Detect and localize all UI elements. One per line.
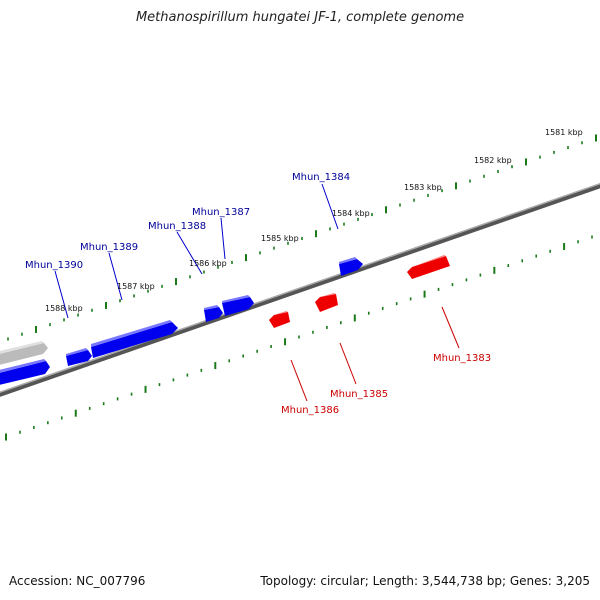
kbp-label-1587: 1587 kbp (117, 282, 155, 291)
gene-mhun-1386[interactable] (269, 311, 290, 328)
leader-mhun-1388 (176, 231, 203, 275)
leader-mhun-1385 (339, 342, 357, 385)
genome-title: Methanospirillum hungatei JF-1, complete… (135, 10, 465, 25)
gene-mhun-1383[interactable] (407, 255, 450, 279)
genome-backbone (0, 183, 600, 397)
kbp-label-1581: 1581 kbp (545, 128, 583, 137)
inner-tick-ring (5, 235, 593, 441)
gene-mhun-1385[interactable] (315, 293, 338, 312)
gene-mhun-1387-a[interactable] (204, 305, 223, 322)
leader-mhun-1383 (441, 306, 460, 349)
leader-mhun-1387 (220, 217, 226, 260)
gene-label-mhun-1383[interactable]: Mhun_1383 (433, 353, 491, 364)
gene-label-mhun-1384[interactable]: Mhun_1384 (292, 172, 350, 183)
kbp-label-1583: 1583 kbp (404, 183, 442, 192)
gene-label-mhun-1390[interactable]: Mhun_1390 (25, 260, 83, 271)
gene-label-mhun-1386[interactable]: Mhun_1386 (281, 405, 339, 416)
leader-mhun-1386 (290, 359, 308, 402)
genome-backbone-highlight (0, 182, 600, 394)
leader-mhun-1389 (108, 252, 123, 301)
gene-mhun-1384[interactable] (339, 257, 363, 276)
kbp-label-1588: 1588 kbp (45, 304, 83, 313)
gene-mhun-1390[interactable] (0, 359, 50, 386)
leader-mhun-1390 (54, 270, 69, 319)
gene-label-mhun-1385[interactable]: Mhun_1385 (330, 389, 388, 400)
gene-faded[interactable] (0, 341, 48, 366)
gene-label-mhun-1387[interactable]: Mhun_1387 (192, 207, 250, 218)
gene-mhun-1388[interactable] (91, 320, 178, 358)
genome-summary: Topology: circular; Length: 3,544,738 bp… (260, 574, 590, 588)
accession-label: Accession: NC_007796 (9, 574, 146, 588)
outer-tick-ring (7, 134, 597, 341)
gene-label-mhun-1389[interactable]: Mhun_1389 (80, 242, 138, 253)
gene-mhun-1389[interactable] (66, 348, 92, 366)
leader-mhun-1384 (321, 183, 339, 230)
kbp-label-1586: 1586 kbp (189, 259, 227, 268)
kbp-label-1585: 1585 kbp (261, 234, 299, 243)
kbp-label-1584: 1584 kbp (332, 209, 370, 218)
gene-label-mhun-1388[interactable]: Mhun_1388 (148, 221, 206, 232)
kbp-label-1582: 1582 kbp (474, 156, 512, 165)
gene-mhun-1387-b[interactable] (222, 295, 254, 316)
